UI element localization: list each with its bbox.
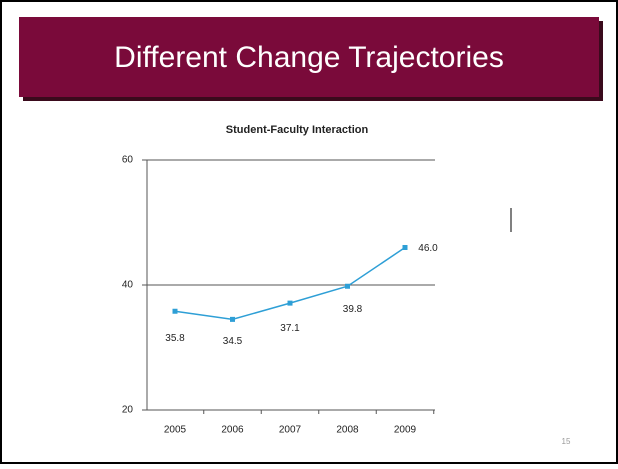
x-tick-label: 2006: [221, 425, 244, 436]
y-tick-label: 60: [122, 155, 134, 166]
slide-number: 15: [562, 437, 571, 446]
slide-title: Different Change Trajectories: [114, 41, 504, 74]
x-tick-label: 2005: [164, 425, 187, 436]
data-label: 34.5: [223, 336, 243, 347]
x-tick-label: 2009: [394, 425, 417, 436]
data-label: 39.8: [343, 304, 363, 315]
chart-title: Student-Faculty Interaction: [226, 124, 369, 136]
data-point: [402, 245, 408, 250]
data-point: [172, 308, 178, 314]
data-label: 35.8: [165, 333, 185, 344]
y-tick-label: 20: [122, 405, 134, 416]
x-tick-label: 2007: [279, 425, 302, 436]
x-tick-label: 2008: [336, 425, 359, 436]
data-point: [287, 300, 293, 306]
data-point: [230, 316, 235, 322]
y-tick-label: 40: [122, 280, 134, 291]
title-bar: [19, 17, 599, 97]
data-point: [345, 283, 350, 289]
data-label: 46.0: [418, 243, 438, 254]
data-label: 37.1: [280, 323, 300, 334]
